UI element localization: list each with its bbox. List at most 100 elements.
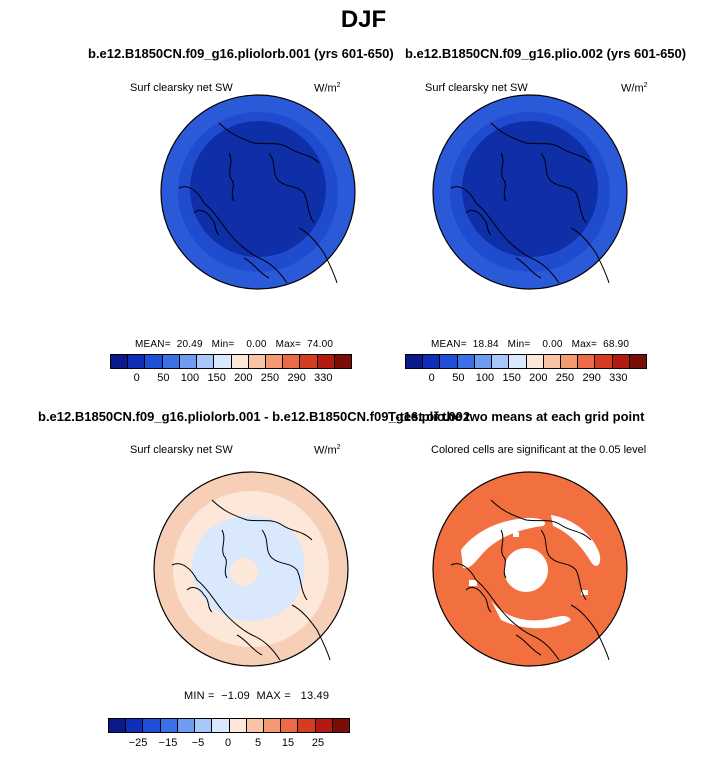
colorbar-cell — [231, 355, 249, 368]
colorbar-tick-label: 250 — [260, 372, 280, 384]
panel1-colorbar-ticks: 0 50 100 150 200 250 290 330 — [110, 372, 350, 386]
colorbar-cell — [177, 719, 196, 732]
colorbar-cell — [143, 719, 161, 732]
colorbar-tick-label: 0 — [133, 372, 140, 384]
colorbar-cell — [492, 355, 510, 368]
colorbar-tick-label: 200 — [529, 372, 548, 384]
map-pole-region — [230, 558, 258, 586]
colorbar-cell — [126, 719, 144, 732]
panel2-colorbar-ticks: 0 50 100 150 200 250 290 330 — [405, 372, 645, 386]
colorbar-cell — [298, 719, 316, 732]
coastlines — [178, 122, 338, 284]
map-border — [153, 471, 349, 667]
panel1-polar-map — [160, 94, 356, 290]
colorbar-cell — [629, 355, 647, 368]
panel3-units: W/m2 — [314, 444, 341, 457]
colorbar-cell — [457, 355, 475, 368]
panel2-units: W/m2 — [621, 82, 648, 95]
map-inner-region — [462, 121, 598, 257]
panel2-variable-label: Surf clearsky net SW — [425, 82, 528, 94]
colorbar-cell — [283, 355, 301, 368]
panel4-caption: Colored cells are significant at the 0.0… — [431, 444, 647, 456]
colorbar-tick-label: 250 — [555, 372, 575, 384]
panel1-colorbar — [110, 354, 352, 369]
panel3-variable-label: Surf clearsky net SW — [130, 444, 233, 456]
colorbar-cell — [334, 355, 352, 368]
coastlines — [450, 499, 610, 661]
colorbar-cell — [474, 355, 493, 368]
colorbar-cell — [162, 355, 180, 368]
colorbar-cell — [111, 355, 129, 368]
main-title: DJF — [340, 6, 387, 33]
panel2-stats: MEAN= 18.84 Min= 0.00 Max= 68.90 — [431, 339, 630, 350]
coastlines — [171, 499, 331, 661]
colorbar-cell — [195, 719, 213, 732]
colorbar-tick-label: 150 — [207, 372, 226, 384]
colorbar-cell — [263, 719, 282, 732]
colorbar-tick-label: 25 — [311, 737, 325, 749]
colorbar-cell — [229, 719, 247, 732]
panel3-polar-map — [153, 471, 349, 667]
colorbar-tick-label: 100 — [180, 372, 200, 384]
colorbar-cell — [109, 719, 127, 732]
colorbar-cell — [423, 355, 441, 368]
colorbar-cell — [578, 355, 596, 368]
colorbar-cell — [440, 355, 458, 368]
colorbar-tick-label: −5 — [191, 737, 205, 749]
panel2-colorbar — [405, 354, 647, 369]
colorbar-tick-label: −25 — [128, 737, 148, 749]
colorbar-cell — [145, 355, 163, 368]
panel1-stats: MEAN= 20.49 Min= 0.00 Max= 74.00 — [135, 339, 334, 350]
colorbar-cell — [406, 355, 424, 368]
colorbar-cell — [595, 355, 613, 368]
panel3-stats: MIN = −1.09 MAX = 13.49 — [184, 690, 330, 702]
map-border — [432, 471, 628, 667]
panel4-title: T-test of the two means at each grid poi… — [388, 409, 645, 424]
colorbar-cell — [248, 355, 266, 368]
colorbar-cell — [300, 355, 318, 368]
colorbar-cell — [281, 719, 299, 732]
map-border — [432, 94, 628, 290]
colorbar-tick-label: 50 — [157, 372, 170, 384]
panel3-colorbar — [108, 718, 350, 733]
colorbar-cell — [315, 719, 333, 732]
colorbar-cell — [197, 355, 215, 368]
colorbar-cell — [560, 355, 579, 368]
coastlines — [450, 122, 610, 284]
map-inner-region — [190, 121, 326, 257]
colorbar-tick-label: 290 — [582, 372, 601, 384]
panel1-units: W/m2 — [314, 82, 341, 95]
panel2-title: b.e12.B1850CN.f09_g16.plio.002 (yrs 601-… — [405, 46, 687, 61]
colorbar-tick-label: 290 — [287, 372, 306, 384]
colorbar-tick-label: 200 — [234, 372, 253, 384]
panel1-variable-label: Surf clearsky net SW — [130, 82, 233, 94]
colorbar-cell — [509, 355, 527, 368]
colorbar-cell — [332, 719, 350, 732]
panel4-polar-map — [432, 471, 628, 667]
map-border — [160, 94, 356, 290]
colorbar-cell — [526, 355, 544, 368]
colorbar-tick-label: −15 — [158, 737, 178, 749]
colorbar-tick-label: 100 — [475, 372, 495, 384]
colorbar-cell — [265, 355, 284, 368]
panel3-colorbar-ticks: −25 −15 −5 0 5 15 25 — [108, 737, 348, 751]
colorbar-cell — [214, 355, 232, 368]
colorbar-tick-label: 0 — [428, 372, 435, 384]
colorbar-tick-label: 50 — [452, 372, 465, 384]
colorbar-cell — [612, 355, 630, 368]
colorbar-tick-label: 330 — [314, 372, 333, 384]
colorbar-cell — [317, 355, 335, 368]
colorbar-cell — [543, 355, 561, 368]
colorbar-cell — [212, 719, 230, 732]
colorbar-cell — [246, 719, 264, 732]
colorbar-cell — [160, 719, 178, 732]
panel3-title: b.e12.B1850CN.f09_g16.pliolorb.001 - b.e… — [38, 409, 471, 424]
colorbar-cell — [179, 355, 198, 368]
colorbar-tick-label: 150 — [502, 372, 521, 384]
panel2-polar-map — [432, 94, 628, 290]
colorbar-tick-label: 0 — [224, 737, 232, 749]
colorbar-tick-label: 330 — [609, 372, 628, 384]
colorbar-cell — [128, 355, 146, 368]
colorbar-tick-label: 15 — [281, 737, 295, 749]
colorbar-tick-label: 5 — [254, 737, 262, 749]
